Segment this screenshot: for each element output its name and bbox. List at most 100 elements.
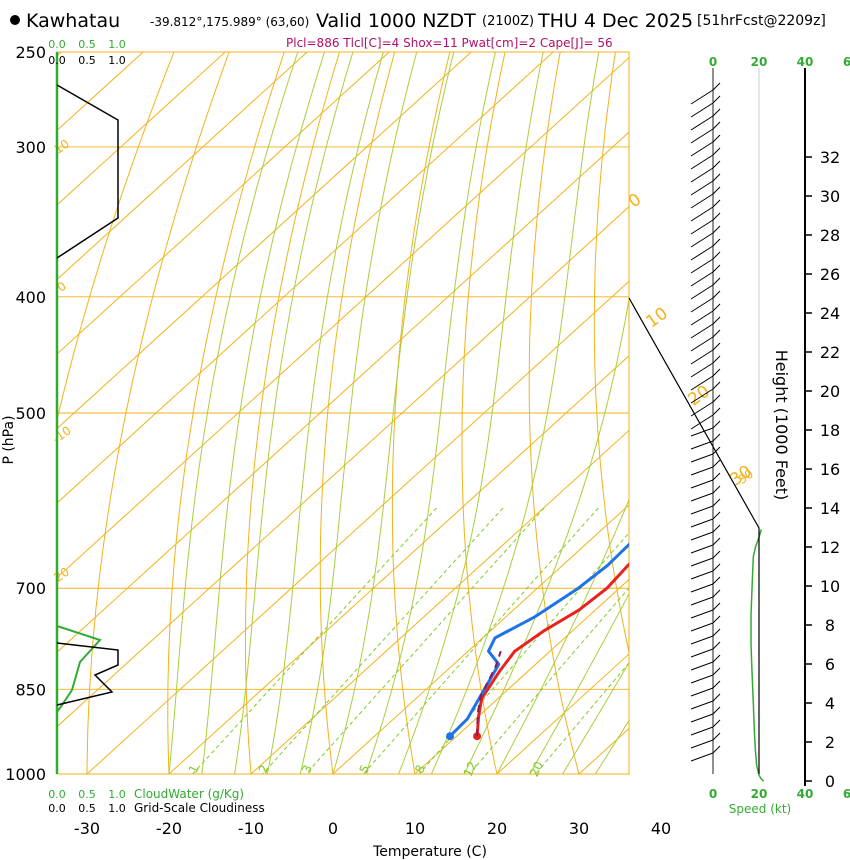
x-tick-label: 20 bbox=[487, 819, 507, 838]
moist-adiabat-line bbox=[463, 296, 629, 774]
isotherm-line bbox=[57, 56, 629, 579]
mixing-ratio-label: 12 bbox=[461, 759, 480, 779]
pressure-tick-label: 850 bbox=[15, 680, 46, 699]
mixing-ratio-label: 20 bbox=[527, 759, 546, 779]
height-tick-label: 20 bbox=[820, 382, 840, 401]
wind-barb-icon bbox=[690, 667, 721, 684]
forecast-date: THU 4 Dec 2025 bbox=[538, 10, 694, 32]
wind-barb-icon bbox=[690, 719, 721, 736]
height-axis-title: Height (1000 Feet) bbox=[772, 350, 791, 501]
height-tick-label: 28 bbox=[820, 226, 840, 245]
cloud-scale-top-black: 1.0 bbox=[108, 54, 126, 67]
wind-barb-icon bbox=[690, 251, 721, 274]
wind-barb-icon bbox=[690, 238, 721, 261]
wind-barb-icon bbox=[690, 459, 721, 476]
pressure-tick-label: 250 bbox=[15, 43, 46, 62]
speed-tick-bottom: 20 bbox=[751, 787, 768, 801]
wind-barb-icon bbox=[690, 732, 721, 749]
speed-axis-label: Speed (kt) bbox=[729, 802, 791, 816]
height-tick-label: 32 bbox=[820, 148, 840, 167]
height-tick-label: 16 bbox=[820, 460, 840, 479]
moist-adiabat-line bbox=[266, 52, 384, 774]
isotherm-line bbox=[57, 206, 629, 728]
height-tick-label: 30 bbox=[820, 187, 840, 206]
moist-adiabat-line bbox=[430, 52, 600, 774]
utc-time: (2100Z) bbox=[482, 14, 535, 29]
isotherm-line bbox=[57, 52, 308, 281]
wind-barb-icon bbox=[690, 472, 721, 489]
moist-adiabat-line bbox=[496, 498, 629, 774]
isotherm-line bbox=[57, 52, 472, 430]
wind-barb-icon bbox=[690, 264, 721, 287]
wind-barb-icon bbox=[690, 602, 721, 619]
mixing-ratio-line bbox=[305, 507, 545, 774]
height-tick-label: 10 bbox=[820, 577, 840, 596]
speed-tick-bottom: 40 bbox=[797, 787, 814, 801]
dry-adiabat-line bbox=[391, 52, 451, 774]
station-coordinates: -39.812°,175.989° (63,60) bbox=[150, 15, 310, 29]
speed-tick-top: 20 bbox=[751, 55, 768, 69]
x-tick-label: 30 bbox=[569, 819, 589, 838]
cloud-scale-top-green: 1.0 bbox=[108, 38, 126, 51]
wind-barb-icon bbox=[690, 407, 721, 430]
moist-adiabat-line bbox=[365, 52, 496, 774]
wind-barb-icon bbox=[690, 147, 721, 170]
wind-barb-icon bbox=[690, 537, 721, 554]
isotherm-line bbox=[86, 280, 629, 774]
surface-temperature-point bbox=[473, 732, 482, 741]
moist-adiabat-line bbox=[627, 771, 629, 774]
surface-dewpoint-point bbox=[446, 732, 455, 741]
cloud-scale-top-green: 0.5 bbox=[78, 38, 96, 51]
height-tick-label: 24 bbox=[820, 304, 840, 323]
height-tick-label: 4 bbox=[825, 694, 835, 713]
cloud-scale-bottom-green: 0.0 bbox=[48, 788, 66, 801]
x-axis-title: Temperature (C) bbox=[372, 844, 487, 860]
x-tick-label: -20 bbox=[156, 819, 182, 838]
speed-tick-bottom: 0 bbox=[709, 787, 717, 801]
speed-tick-bottom: 6 bbox=[843, 787, 850, 801]
cloud-scale-top-black: 0.5 bbox=[78, 54, 96, 67]
dry-adiabat-line bbox=[319, 52, 396, 774]
wind-barb-icon bbox=[690, 186, 721, 209]
station-marker-icon bbox=[10, 15, 20, 25]
isotherm-line bbox=[57, 52, 226, 206]
wind-barb-icon bbox=[690, 485, 721, 502]
dry-adiabat-line bbox=[57, 52, 175, 423]
wind-barb-icon bbox=[690, 134, 721, 157]
dry-adiabat-label: 30 bbox=[727, 462, 756, 491]
pressure-tick-label: 700 bbox=[15, 579, 46, 598]
valid-time: Valid 1000 NZDT bbox=[316, 10, 476, 32]
height-tick-label: 8 bbox=[825, 616, 835, 635]
dry-adiabat-line bbox=[461, 52, 506, 774]
wind-barb-icon bbox=[690, 420, 721, 437]
moist-adiabat-line bbox=[332, 52, 455, 774]
moist-adiabat-line bbox=[201, 52, 325, 774]
dry-adiabat-label: 0 bbox=[625, 190, 645, 213]
moist-adiabat-line bbox=[299, 52, 418, 774]
dry-adiabat-line bbox=[245, 52, 340, 774]
wind-barb-icon bbox=[690, 693, 721, 710]
wind-barb-icon bbox=[690, 290, 721, 313]
cloudiness-profile-upper bbox=[56, 84, 119, 259]
dry-adiabat-line bbox=[86, 52, 230, 774]
cloud-water-profile bbox=[56, 625, 102, 713]
x-tick-label: -10 bbox=[238, 819, 264, 838]
wind-barb-icon bbox=[690, 745, 721, 762]
stability-indices: Plcl=886 Tlcl[C]=4 Shox=11 Pwat[cm]=2 Ca… bbox=[286, 36, 613, 50]
wind-barb-icon bbox=[690, 511, 721, 528]
height-tick-label: 0 bbox=[825, 772, 835, 791]
mixing-ratio-line bbox=[535, 662, 629, 774]
wind-barb-icon bbox=[690, 563, 721, 580]
wind-barb-icon bbox=[690, 641, 721, 658]
wind-barb-icon bbox=[690, 199, 721, 222]
dry-adiabat-line bbox=[718, 52, 825, 774]
isotherm-line bbox=[332, 504, 629, 774]
wind-barb-icon bbox=[690, 680, 721, 697]
moist-adiabat-line bbox=[562, 661, 629, 774]
height-tick-label: 22 bbox=[820, 343, 840, 362]
speed-tick-top: 40 bbox=[797, 55, 814, 69]
x-tick-label: 0 bbox=[328, 819, 338, 838]
dry-adiabat-label: 10 bbox=[643, 304, 672, 333]
height-tick-label: 18 bbox=[820, 421, 840, 440]
